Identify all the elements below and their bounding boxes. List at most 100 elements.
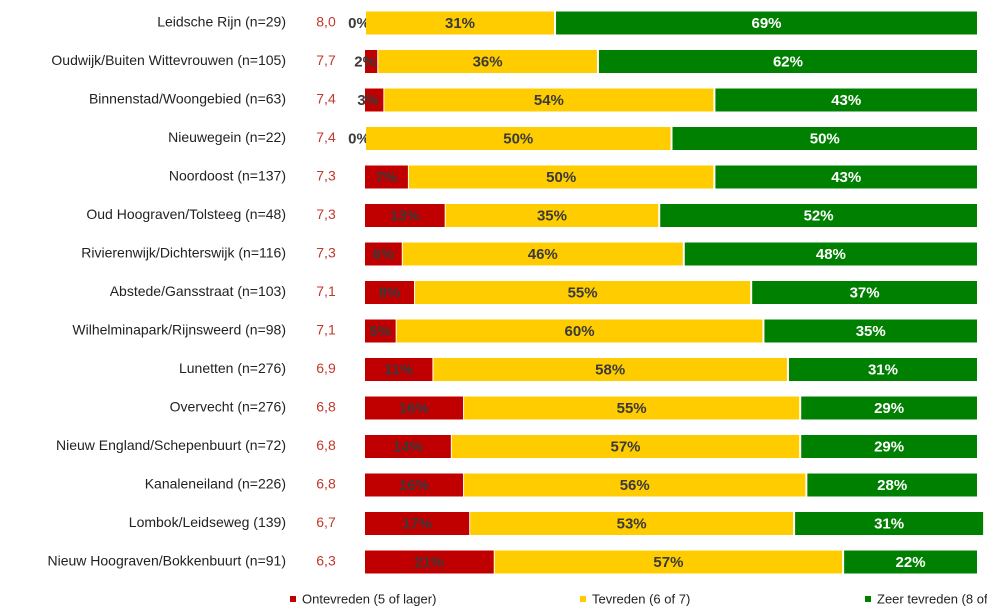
score-label: 8,0 [316, 14, 336, 30]
bar-segment [365, 435, 451, 458]
bar-segment [715, 165, 977, 189]
value-label: 22% [896, 554, 926, 571]
category-label: Nieuw Hoograven/Bokkenbuurt (n=91) [47, 553, 286, 569]
score-label: 6,7 [316, 514, 336, 530]
legend-marker [290, 596, 296, 602]
category-label: Lunetten (n=276) [179, 360, 286, 376]
bar-segment [844, 550, 977, 574]
value-label: 55% [568, 284, 598, 301]
bar-segment [672, 127, 977, 150]
value-label: 31% [868, 361, 898, 378]
value-label: 17% [402, 515, 432, 532]
bar-segment [752, 281, 977, 304]
bar-segment [365, 319, 396, 343]
score-label: 7,4 [316, 129, 336, 145]
category-label: Leidsche Rijn (n=29) [157, 14, 286, 30]
category-label: Oud Hoograven/Tolsteeg (n=48) [86, 206, 286, 222]
legend-marker [580, 596, 586, 602]
legend-label: Tevreden (6 of 7) [592, 591, 690, 606]
score-label: 7,1 [316, 322, 336, 338]
bar-segment [365, 50, 378, 73]
value-label: 0% [348, 15, 370, 32]
bar-segment [365, 396, 464, 420]
bar-segment [598, 50, 977, 73]
value-label: 52% [804, 207, 834, 224]
value-label: 6% [373, 246, 395, 263]
value-label: 53% [617, 515, 647, 532]
value-label: 58% [595, 361, 625, 378]
category-label: Nieuwegein (n=22) [168, 129, 286, 145]
bar-segment [365, 550, 494, 574]
bar-segment [807, 473, 977, 497]
value-label: 31% [445, 15, 475, 32]
bar-segment [365, 165, 408, 189]
legend-label: Zeer tevreden (8 of hoger) [877, 591, 987, 606]
category-label: Nieuw England/Schepenbuurt (n=72) [56, 437, 286, 453]
value-label: 35% [856, 323, 886, 340]
value-label: 43% [831, 169, 861, 186]
value-label: 50% [810, 130, 840, 147]
bar-segment [788, 358, 977, 381]
value-label: 37% [850, 284, 880, 301]
bar-segment [365, 281, 415, 304]
bar-segment [684, 242, 977, 266]
category-label: Binnenstad/Woongebied (n=63) [89, 91, 286, 107]
bar-segment [494, 550, 843, 574]
value-label: 36% [473, 53, 503, 70]
score-label: 7,4 [316, 91, 336, 107]
value-label: 35% [537, 207, 567, 224]
score-label: 6,8 [316, 437, 336, 453]
value-label: 5% [369, 323, 391, 340]
value-label: 48% [816, 246, 846, 263]
category-label: Noordoost (n=137) [169, 168, 286, 184]
bar-segment [715, 88, 977, 112]
bar-segment [660, 204, 977, 227]
value-label: 50% [546, 169, 576, 186]
legend-label: Ontevreden (5 of lager) [302, 591, 436, 606]
legend-marker [865, 596, 871, 602]
category-label: Oudwijk/Buiten Wittevrouwen (n=105) [51, 52, 286, 68]
score-label: 7,3 [316, 206, 336, 222]
bar-segment [365, 88, 384, 112]
bar-segment [384, 88, 714, 112]
value-label: 60% [565, 323, 595, 340]
score-label: 7,3 [316, 168, 336, 184]
value-label: 7% [376, 169, 398, 186]
value-label: 57% [611, 438, 641, 455]
bar-segment [464, 396, 800, 420]
bar-segment [470, 512, 794, 535]
category-label: Rivierenwijk/Dichterswijk (n=116) [81, 245, 286, 261]
value-label: 29% [874, 438, 904, 455]
value-label: 31% [874, 515, 904, 532]
bar-segment [366, 11, 555, 35]
bar-segment [795, 512, 984, 535]
value-label: 56% [620, 477, 650, 494]
value-label: 3% [357, 92, 379, 109]
score-label: 6,8 [316, 476, 336, 492]
score-label: 6,8 [316, 399, 336, 415]
value-label: 55% [617, 400, 647, 417]
score-label: 7,7 [316, 52, 336, 68]
bar-segment [365, 512, 470, 535]
value-label: 43% [831, 92, 861, 109]
bar-segment [801, 396, 977, 420]
value-label: 14% [393, 438, 423, 455]
bar-segment [451, 435, 800, 458]
value-label: 29% [874, 400, 904, 417]
score-label: 7,3 [316, 245, 336, 261]
bar-segment [365, 473, 464, 497]
bar-segment [408, 165, 714, 189]
value-label: 16% [399, 400, 429, 417]
bar-segment [415, 281, 751, 304]
value-label: 21% [414, 554, 444, 571]
bar-segment [396, 319, 763, 343]
bar-segment [433, 358, 787, 381]
value-label: 62% [773, 53, 803, 70]
category-label: Kanaleneiland (n=226) [145, 476, 286, 492]
bar-segment [365, 204, 445, 227]
bar-segment [445, 204, 659, 227]
score-label: 7,1 [316, 283, 336, 299]
value-label: 57% [653, 554, 683, 571]
bar-segment [801, 435, 977, 458]
